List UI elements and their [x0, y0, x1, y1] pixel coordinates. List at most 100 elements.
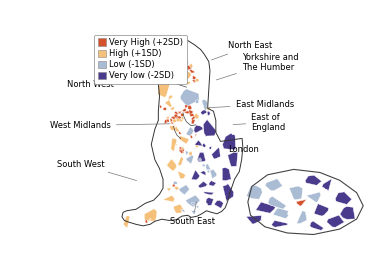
- Polygon shape: [174, 111, 178, 115]
- Polygon shape: [207, 111, 210, 116]
- Polygon shape: [223, 184, 234, 201]
- Polygon shape: [181, 146, 184, 150]
- Polygon shape: [182, 209, 185, 212]
- Polygon shape: [201, 110, 207, 115]
- Polygon shape: [207, 170, 210, 173]
- Polygon shape: [195, 99, 199, 103]
- Text: South East: South East: [170, 202, 215, 226]
- Polygon shape: [174, 204, 183, 213]
- Polygon shape: [203, 119, 217, 137]
- Polygon shape: [169, 125, 176, 130]
- Polygon shape: [335, 192, 352, 205]
- Polygon shape: [268, 196, 287, 209]
- Polygon shape: [192, 211, 196, 214]
- Polygon shape: [177, 116, 181, 120]
- Polygon shape: [198, 181, 207, 188]
- Polygon shape: [186, 155, 193, 164]
- Polygon shape: [178, 119, 183, 122]
- Text: East of
England: East of England: [233, 113, 285, 132]
- Polygon shape: [195, 134, 197, 137]
- Text: Yorkshire and
The Humber: Yorkshire and The Humber: [216, 53, 299, 80]
- Polygon shape: [188, 152, 192, 156]
- Polygon shape: [182, 149, 184, 152]
- Polygon shape: [179, 185, 190, 195]
- Polygon shape: [173, 51, 188, 68]
- Polygon shape: [185, 195, 200, 207]
- Polygon shape: [256, 202, 275, 213]
- Polygon shape: [190, 135, 193, 138]
- Polygon shape: [185, 151, 188, 155]
- Polygon shape: [175, 126, 180, 131]
- Polygon shape: [195, 79, 199, 82]
- Polygon shape: [327, 215, 344, 227]
- Polygon shape: [265, 179, 283, 191]
- Polygon shape: [212, 147, 220, 159]
- Polygon shape: [180, 209, 183, 211]
- Polygon shape: [174, 186, 179, 190]
- Polygon shape: [173, 184, 175, 187]
- Polygon shape: [180, 89, 199, 106]
- Polygon shape: [167, 188, 171, 191]
- Polygon shape: [144, 209, 157, 222]
- Polygon shape: [181, 149, 183, 153]
- Polygon shape: [306, 192, 321, 202]
- Polygon shape: [166, 119, 169, 122]
- Polygon shape: [272, 221, 288, 227]
- Text: South West: South West: [57, 160, 136, 181]
- Polygon shape: [246, 215, 262, 224]
- Polygon shape: [191, 119, 195, 124]
- Polygon shape: [193, 79, 196, 83]
- Polygon shape: [184, 111, 189, 114]
- Polygon shape: [160, 105, 162, 109]
- Polygon shape: [198, 158, 202, 161]
- Polygon shape: [200, 171, 206, 175]
- Polygon shape: [149, 218, 151, 221]
- Polygon shape: [190, 67, 193, 70]
- Polygon shape: [192, 170, 200, 180]
- Legend: Very High (+2SD), High (+1SD), Low (-1SD), Very low (-2SD): Very High (+2SD), High (+1SD), Low (-1SD…: [94, 35, 187, 84]
- Polygon shape: [214, 200, 223, 208]
- Polygon shape: [210, 169, 217, 179]
- Polygon shape: [184, 69, 187, 71]
- Polygon shape: [209, 181, 216, 186]
- Polygon shape: [223, 133, 236, 150]
- Polygon shape: [174, 114, 178, 118]
- Polygon shape: [179, 111, 182, 114]
- Polygon shape: [296, 199, 307, 206]
- Polygon shape: [206, 108, 211, 110]
- Polygon shape: [145, 220, 148, 223]
- Polygon shape: [247, 186, 263, 199]
- Polygon shape: [206, 164, 211, 170]
- Polygon shape: [185, 105, 188, 109]
- Polygon shape: [192, 116, 195, 120]
- Polygon shape: [167, 159, 177, 171]
- Polygon shape: [163, 107, 167, 110]
- Polygon shape: [222, 168, 231, 181]
- Polygon shape: [179, 136, 189, 144]
- Polygon shape: [186, 65, 192, 70]
- Polygon shape: [173, 119, 176, 123]
- Polygon shape: [180, 113, 184, 117]
- Polygon shape: [164, 120, 167, 124]
- Polygon shape: [206, 198, 214, 205]
- Polygon shape: [170, 107, 174, 110]
- Polygon shape: [312, 204, 329, 216]
- Polygon shape: [182, 108, 186, 112]
- Polygon shape: [289, 186, 303, 200]
- Polygon shape: [202, 164, 205, 167]
- Polygon shape: [195, 145, 199, 148]
- Polygon shape: [189, 110, 193, 115]
- Polygon shape: [181, 116, 184, 120]
- Polygon shape: [203, 143, 206, 147]
- Polygon shape: [192, 76, 196, 80]
- Polygon shape: [178, 157, 184, 166]
- Polygon shape: [174, 144, 177, 146]
- Polygon shape: [196, 205, 198, 208]
- Polygon shape: [188, 105, 192, 110]
- Polygon shape: [179, 71, 192, 81]
- Text: London: London: [228, 145, 259, 154]
- Polygon shape: [322, 179, 332, 191]
- Polygon shape: [189, 63, 193, 67]
- Polygon shape: [194, 113, 199, 119]
- Text: East Midlands: East Midlands: [206, 100, 294, 109]
